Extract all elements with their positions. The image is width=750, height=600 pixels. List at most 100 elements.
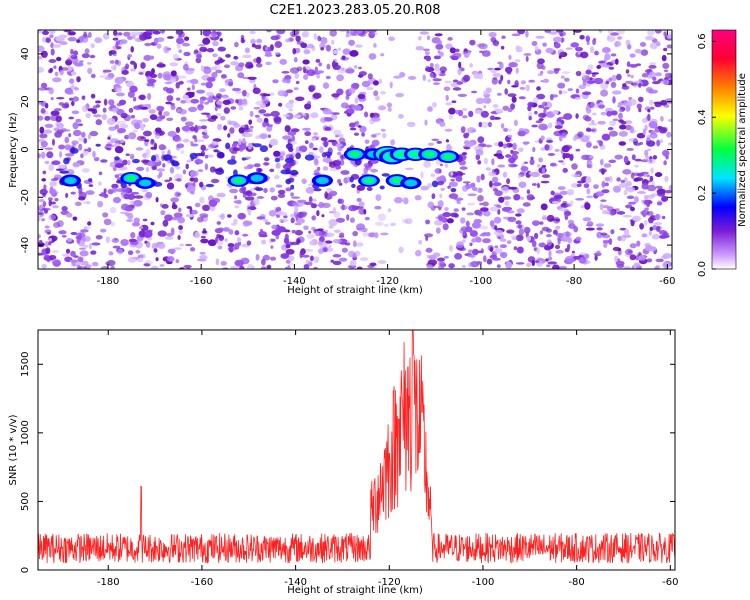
heatmap-cell — [647, 113, 651, 121]
heatmap-cell — [469, 63, 473, 68]
heatmap-cell — [654, 30, 662, 34]
heatmap-cell — [200, 235, 206, 239]
heatmap-cell — [159, 264, 165, 267]
heatmap-cell — [307, 43, 314, 49]
heatmap-cell — [476, 250, 484, 254]
heatmap-cell — [322, 157, 332, 163]
heatmap-cell — [451, 56, 459, 61]
heatmap-cell — [374, 205, 382, 210]
heatmap-cell — [200, 82, 206, 86]
heatmap-cell — [202, 37, 211, 45]
heatmap-cell — [618, 112, 623, 120]
heatmap-cell — [217, 46, 226, 52]
heatmap-cell — [295, 152, 301, 160]
heatmap-cell — [644, 149, 649, 157]
heatmap-cell — [485, 144, 493, 148]
heatmap-cell — [475, 97, 485, 105]
heatmap-cell — [242, 127, 252, 133]
heatmap-hot-spot — [316, 177, 329, 185]
heatmap-cell — [204, 101, 210, 105]
heatmap-cell — [256, 38, 263, 44]
heatmap-cell — [65, 153, 75, 157]
heatmap-cell — [431, 102, 437, 108]
heatmap-cell — [75, 118, 82, 123]
heatmap-cell — [103, 98, 108, 106]
heatmap-cell — [538, 112, 547, 118]
heatmap-cell — [179, 243, 184, 247]
heatmap-cell — [477, 210, 483, 217]
heatmap-cell — [303, 74, 309, 80]
heatmap-cell — [72, 96, 79, 102]
heatmap-cell — [507, 93, 517, 97]
heatmap-cell — [460, 226, 468, 232]
heatmap-cell — [492, 40, 500, 46]
heatmap-cell — [610, 81, 617, 88]
heatmap-cell — [54, 198, 59, 202]
heatmap-cell — [309, 240, 315, 246]
heatmap-cell — [290, 169, 299, 176]
heatmap-cell — [214, 60, 221, 65]
heatmap-cell — [434, 70, 442, 75]
heatmap-cell — [194, 153, 205, 157]
heatmap-cell — [506, 229, 515, 234]
heatmap-cell — [66, 212, 73, 218]
heatmap-cell — [604, 64, 611, 68]
heatmap-cell — [252, 143, 262, 148]
heatmap-cell — [628, 138, 638, 142]
heatmap-cell — [600, 199, 607, 202]
heatmap-cell — [499, 251, 508, 259]
heatmap-cell — [313, 256, 320, 264]
colorbar-ticks: 0.00.20.40.6 — [697, 33, 716, 277]
heatmap-cell — [71, 100, 75, 107]
heatmap-cell — [459, 166, 468, 170]
colorbar-gradient — [711, 29, 737, 270]
heatmap-cell — [321, 202, 331, 208]
heatmap-cell — [243, 220, 253, 226]
heatmap-cell — [102, 69, 112, 73]
heatmap-cell — [123, 31, 131, 37]
heatmap-cell — [247, 208, 252, 216]
heatmap-cell — [61, 235, 67, 238]
heatmap-cell — [122, 159, 128, 166]
heatmap-cell — [636, 103, 642, 110]
heatmap-cell — [85, 190, 95, 195]
heatmap-cell — [308, 230, 312, 234]
heatmap-cell — [51, 250, 59, 253]
heatmap-cell — [600, 89, 609, 97]
heatmap-hot-spot — [424, 151, 435, 158]
heatmap-cell — [309, 255, 314, 262]
heatmap-cell — [446, 218, 454, 224]
heatmap-cell — [180, 116, 187, 122]
heatmap-cell — [147, 104, 151, 109]
heatmap-cell — [606, 35, 616, 42]
heatmap-cell — [156, 105, 165, 112]
heatmap-cell — [130, 31, 134, 37]
heatmap-cell — [394, 197, 403, 204]
colorbar: 0.00.20.40.6 Normalized spectral amplitu… — [697, 29, 748, 277]
heatmap-cell — [631, 154, 636, 161]
heatmap-cell — [303, 69, 309, 74]
heatmap-cell — [278, 189, 286, 195]
heatmap-cell — [564, 248, 570, 253]
heatmap-cell — [587, 64, 594, 71]
heatmap-cell — [285, 102, 294, 109]
heatmap-cell — [486, 258, 493, 265]
heatmap-cell — [238, 106, 244, 111]
heatmap-cell — [462, 239, 466, 243]
heatmap-cell — [330, 259, 335, 263]
heatmap-cell — [108, 50, 113, 56]
heatmap-cell — [230, 61, 239, 66]
heatmap-cell — [289, 262, 294, 266]
heatmap-cell — [41, 50, 48, 58]
heatmap-cell — [478, 43, 488, 50]
heatmap-hot-spot — [250, 174, 264, 182]
heatmap-cell — [581, 154, 590, 160]
heatmap-cell — [537, 58, 545, 64]
heatmap-cell — [623, 266, 631, 269]
heatmap-cell — [579, 252, 587, 256]
heatmap-cell — [100, 192, 106, 197]
heatmap-cell — [528, 79, 536, 83]
heatmap-cell — [645, 244, 653, 251]
heatmap-cell — [301, 178, 307, 184]
heatmap-cell — [628, 98, 637, 106]
